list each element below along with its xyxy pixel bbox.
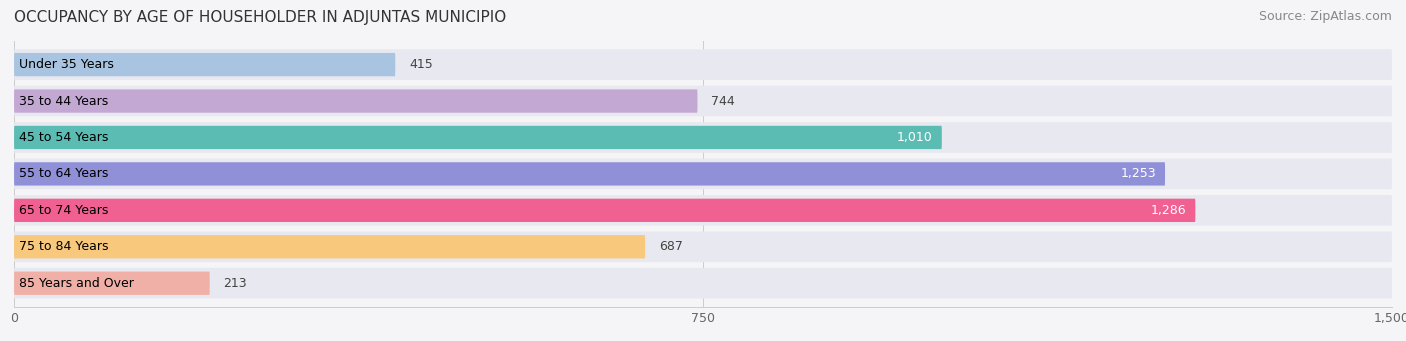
FancyBboxPatch shape (14, 159, 1392, 189)
Text: 1,286: 1,286 (1150, 204, 1187, 217)
FancyBboxPatch shape (14, 126, 942, 149)
Text: 35 to 44 Years: 35 to 44 Years (18, 94, 108, 107)
Text: 75 to 84 Years: 75 to 84 Years (18, 240, 108, 253)
Text: 687: 687 (659, 240, 683, 253)
FancyBboxPatch shape (14, 49, 1392, 80)
FancyBboxPatch shape (14, 271, 209, 295)
Text: 85 Years and Over: 85 Years and Over (18, 277, 134, 290)
Text: 415: 415 (409, 58, 433, 71)
FancyBboxPatch shape (14, 268, 1392, 298)
Text: Under 35 Years: Under 35 Years (18, 58, 114, 71)
FancyBboxPatch shape (14, 53, 395, 76)
FancyBboxPatch shape (14, 199, 1195, 222)
Text: 45 to 54 Years: 45 to 54 Years (18, 131, 108, 144)
FancyBboxPatch shape (14, 89, 697, 113)
FancyBboxPatch shape (14, 86, 1392, 116)
FancyBboxPatch shape (14, 162, 1166, 186)
FancyBboxPatch shape (14, 235, 645, 258)
Text: 1,253: 1,253 (1121, 167, 1156, 180)
Text: OCCUPANCY BY AGE OF HOUSEHOLDER IN ADJUNTAS MUNICIPIO: OCCUPANCY BY AGE OF HOUSEHOLDER IN ADJUN… (14, 10, 506, 25)
Text: Source: ZipAtlas.com: Source: ZipAtlas.com (1258, 10, 1392, 23)
Text: 744: 744 (711, 94, 735, 107)
Text: 1,010: 1,010 (897, 131, 932, 144)
Text: 55 to 64 Years: 55 to 64 Years (18, 167, 108, 180)
Text: 65 to 74 Years: 65 to 74 Years (18, 204, 108, 217)
FancyBboxPatch shape (14, 232, 1392, 262)
Text: 213: 213 (224, 277, 247, 290)
FancyBboxPatch shape (14, 195, 1392, 226)
FancyBboxPatch shape (14, 122, 1392, 153)
